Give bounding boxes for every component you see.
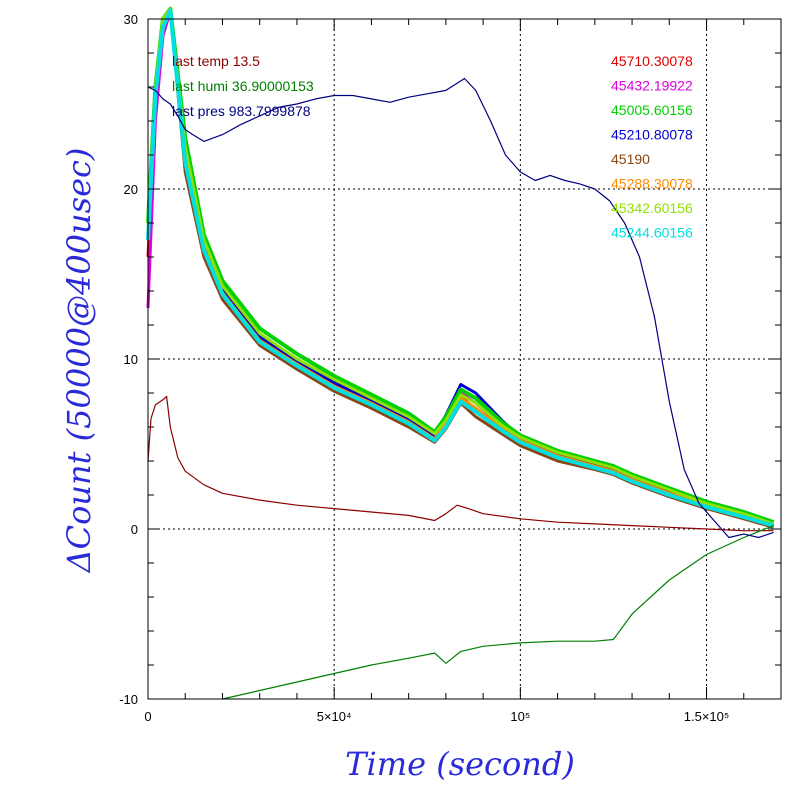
right-legend-entry: 45432.19922 bbox=[611, 78, 693, 94]
grid bbox=[148, 19, 781, 699]
left-legend-entry: last pres 983.7999878 bbox=[172, 103, 311, 119]
series-line-6 bbox=[146, 7, 775, 526]
y-tick-label: 20 bbox=[124, 182, 138, 197]
y-tick-labels: -10 0 10 20 30 bbox=[119, 12, 138, 707]
series-layer bbox=[146, 6, 775, 700]
series-line-10 bbox=[147, 77, 774, 539]
left-legend: last temp 13.5 last humi 36.90000153 last … bbox=[172, 53, 314, 119]
right-legend-entry: 45710.30078 bbox=[611, 53, 693, 69]
right-legend-entry: 45244.60156 bbox=[611, 225, 693, 241]
series-line-7 bbox=[146, 8, 775, 528]
right-legend-entry: 45288.30078 bbox=[611, 176, 693, 192]
y-axis-title: ΔCount (50000@400usec) bbox=[60, 148, 98, 575]
series-line-8 bbox=[147, 395, 774, 532]
y-tick-label: 30 bbox=[124, 12, 138, 27]
series-line-4 bbox=[146, 6, 775, 525]
left-legend-entry: last temp 13.5 bbox=[172, 53, 260, 69]
minor-ticks bbox=[147, 18, 782, 700]
series-line-9 bbox=[222, 525, 774, 700]
right-legend-entry: 45190 bbox=[611, 151, 650, 167]
right-legend-entry: 45005.60156 bbox=[611, 102, 693, 118]
y-tick-label: 0 bbox=[131, 522, 138, 537]
right-legend: 45710.30078 45432.19922 45005.60156 45210.8… bbox=[611, 53, 693, 241]
x-axis-title: Time (second) bbox=[345, 745, 575, 783]
x-tick-label: 0 bbox=[144, 709, 151, 724]
right-legend-entry: 45210.80078 bbox=[611, 127, 693, 143]
y-tick-label: -10 bbox=[119, 692, 138, 707]
right-legend-entry: 45342.60156 bbox=[611, 200, 693, 216]
x-tick-label: 10⁵ bbox=[510, 709, 530, 724]
x-tick-label: 5×10⁴ bbox=[317, 709, 352, 724]
x-tick-label: 1.5×10⁵ bbox=[684, 709, 730, 724]
x-tick-labels: 0 5×10⁴ 10⁵ 1.5×10⁵ bbox=[144, 709, 729, 724]
left-legend-entry: last humi 36.90000153 bbox=[172, 78, 314, 94]
y-tick-label: 10 bbox=[124, 352, 138, 367]
